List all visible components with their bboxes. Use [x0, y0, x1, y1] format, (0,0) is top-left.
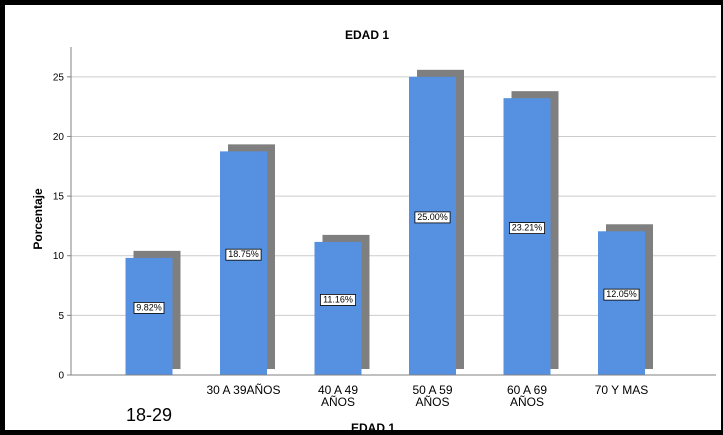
data-labels: 9.82% 18.75% 11.16% 25.00% 23.21% 12.05%: [133, 211, 640, 314]
bar: [125, 257, 173, 375]
y-tick-labels: 0 5 10 15 20 25: [53, 72, 65, 381]
category-label-overlay: 18-29: [126, 405, 172, 425]
y-tick-label: 20: [53, 132, 65, 143]
bar: [409, 76, 456, 376]
data-label-box: [508, 222, 545, 234]
x-axis-title: EDAD 1: [351, 421, 395, 433]
bar: [314, 241, 362, 375]
chart-title: EDAD 1: [345, 28, 389, 42]
y-tick-label: 10: [53, 251, 65, 262]
bar: [598, 231, 645, 375]
category-label: 60 A 69: [507, 383, 547, 397]
y-tick-label: 15: [53, 192, 65, 203]
category-label: 40 A 49: [318, 383, 358, 397]
data-label-box: [414, 211, 451, 224]
category-label: 70 Y MAS: [595, 383, 649, 397]
category-label: 50 A 59: [412, 383, 452, 397]
category-label: AÑOS: [510, 395, 544, 409]
data-label-box: [225, 248, 262, 261]
y-tick-label: 25: [53, 72, 65, 83]
category-label: AÑOS: [415, 395, 449, 409]
y-tick-label: 5: [58, 311, 64, 322]
data-label-box: [133, 302, 165, 314]
data-label-box: [319, 294, 356, 306]
y-axis-title: Porcentaje: [31, 188, 45, 250]
data-label: 25.00%: [417, 212, 448, 222]
bars: [125, 69, 653, 376]
data-label: 9.82%: [136, 302, 162, 312]
data-label: 23.21%: [512, 223, 543, 233]
bar: [503, 98, 551, 375]
category-label: AÑOS: [321, 395, 355, 409]
data-label: 11.16%: [323, 294, 353, 304]
category-label: 30 A 39AÑOS: [206, 383, 280, 397]
bar: [220, 151, 267, 375]
data-label: 12.05%: [606, 289, 637, 299]
axes: [67, 47, 716, 376]
y-tick-label: 0: [58, 371, 64, 382]
data-label-box: [603, 288, 640, 301]
data-label: 18.75%: [228, 249, 259, 259]
